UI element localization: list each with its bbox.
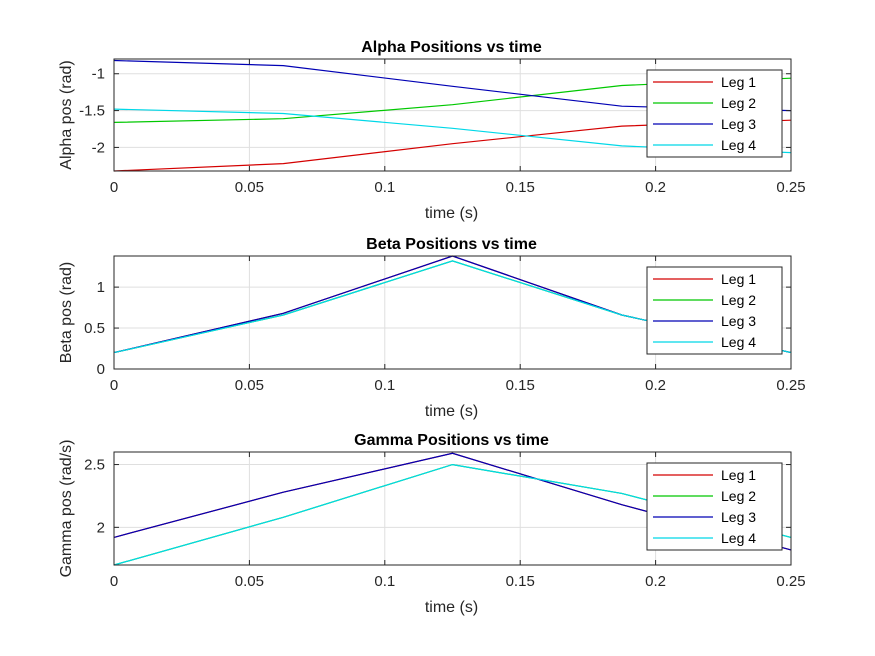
y-axis-label: Gamma pos (rad/s): [58, 440, 75, 578]
legend-box: [646, 462, 783, 551]
legend-label: Leg 3: [721, 116, 756, 132]
legend-label: Leg 2: [721, 292, 756, 308]
x-axis-label: time (s): [425, 403, 478, 420]
chart-title: Alpha Positions vs time: [361, 39, 542, 56]
legend-label: Leg 4: [721, 137, 756, 153]
x-axis-label: time (s): [425, 599, 478, 616]
y-tick-label: -2: [92, 139, 105, 156]
x-tick-label: 0.1: [374, 377, 395, 394]
axes-frame: [113, 451, 792, 566]
y-axis-label: Beta pos (rad): [58, 262, 75, 363]
chart-2: 0 0.05 0.1 0.15 0.2 0.25 0 0.5 1 Beta Positions v…: [58, 236, 806, 420]
chart-1: 0 0.05 0.1 0.15 0.2 0.25 -2 -1.5 -1 Alpha Positio…: [58, 39, 806, 222]
x-tick-label: 0.05: [235, 377, 264, 394]
x-tick-label: 0.15: [506, 573, 535, 590]
x-tick-label: 0.25: [776, 179, 805, 196]
chart-3: 0 0.05 0.1 0.15 0.2 0.25 2 2.5 Gamma Positions v…: [58, 432, 806, 616]
legend: Leg 1 Leg 2 Leg 3 Leg 4: [646, 69, 783, 158]
legend-label: Leg 1: [721, 74, 756, 90]
x-tick-label: 0.1: [374, 179, 395, 196]
x-tick-label: 0: [110, 179, 118, 196]
x-tick-label: 0.1: [374, 573, 395, 590]
legend-label: Leg 3: [721, 313, 756, 329]
y-tick-label: 2: [97, 519, 105, 536]
y-tick-label: -1: [92, 66, 105, 83]
legend-label: Leg 1: [721, 467, 756, 483]
x-tick-label: 0.05: [235, 573, 264, 590]
legend-label: Leg 4: [721, 334, 756, 350]
x-tick-label: 0: [110, 377, 118, 394]
axes-frame: [113, 255, 792, 370]
y-axis-label: Alpha pos (rad): [58, 60, 75, 169]
y-tick-label: -1.5: [79, 103, 105, 120]
legend-label: Leg 2: [721, 95, 756, 111]
legend-box: [646, 69, 783, 158]
axes-frame: [113, 58, 792, 172]
x-tick-label: 0.2: [645, 179, 666, 196]
legend-label: Leg 1: [721, 271, 756, 287]
x-tick-label: 0.15: [506, 377, 535, 394]
chart-title: Beta Positions vs time: [366, 236, 537, 253]
y-tick-label: 2.5: [84, 457, 105, 474]
y-tick-label: 0.5: [84, 320, 105, 337]
x-tick-label: 0.05: [235, 179, 264, 196]
legend: Leg 1 Leg 2 Leg 3 Leg 4: [646, 462, 783, 551]
x-axis-label: time (s): [425, 205, 478, 222]
x-tick-label: 0.2: [645, 377, 666, 394]
chart-title: Gamma Positions vs time: [354, 432, 549, 449]
legend: Leg 1 Leg 2 Leg 3 Leg 4: [646, 266, 783, 355]
x-tick-label: 0.15: [506, 179, 535, 196]
x-tick-label: 0: [110, 573, 118, 590]
legend-label: Leg 3: [721, 509, 756, 525]
x-tick-label: 0.25: [776, 573, 805, 590]
x-tick-label: 0.2: [645, 573, 666, 590]
legend-label: Leg 4: [721, 530, 756, 546]
y-tick-label: 0: [97, 361, 105, 378]
y-tick-label: 1: [97, 279, 105, 296]
x-tick-label: 0.25: [776, 377, 805, 394]
legend-box: [646, 266, 783, 355]
legend-label: Leg 2: [721, 488, 756, 504]
